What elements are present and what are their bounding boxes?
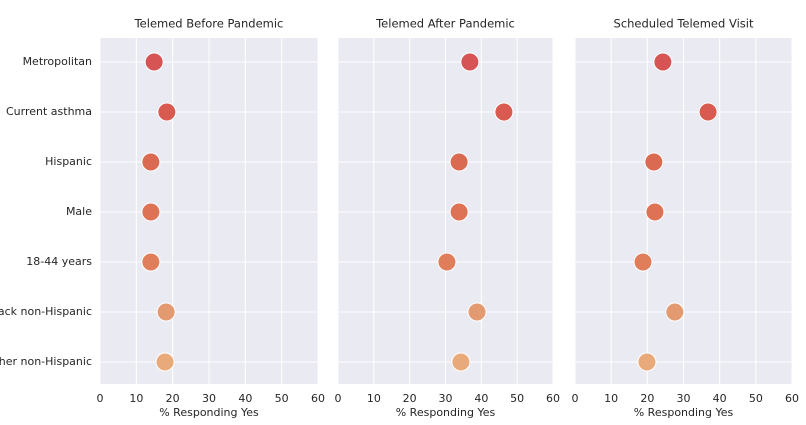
dot	[449, 202, 469, 222]
panel-title: Telemed After Pandemic	[375, 17, 515, 31]
y-tick-label: Other non-Hispanic	[0, 355, 92, 368]
x-tick-label: 30	[439, 392, 453, 405]
x-tick-label: 0	[97, 392, 104, 405]
dot	[698, 102, 718, 122]
x-tick-label: 20	[403, 392, 417, 405]
x-tick-label: 30	[677, 392, 691, 405]
dot	[653, 52, 673, 72]
dot	[141, 252, 161, 272]
x-tick-label: 40	[474, 392, 488, 405]
x-axis-label: % Responding Yes	[159, 406, 259, 419]
x-tick-label: 60	[311, 392, 325, 405]
x-axis-label: % Responding Yes	[634, 406, 734, 419]
x-tick-label: 20	[166, 392, 180, 405]
x-tick-label: 40	[713, 392, 727, 405]
dot	[155, 352, 175, 372]
y-tick-label: Hispanic	[45, 155, 92, 168]
dot	[144, 52, 164, 72]
dot	[467, 302, 487, 322]
dot	[665, 302, 685, 322]
x-tick-label: 10	[367, 392, 381, 405]
dot	[437, 252, 457, 272]
dot	[644, 152, 664, 172]
dot	[633, 252, 653, 272]
x-tick-label: 60	[546, 392, 560, 405]
x-tick-label: 50	[749, 392, 763, 405]
x-tick-label: 0	[572, 392, 579, 405]
dot	[157, 102, 177, 122]
y-tick-label: 18-44 years	[26, 255, 92, 268]
y-tick-label: Current asthma	[6, 105, 92, 118]
x-tick-label: 60	[785, 392, 799, 405]
dot	[141, 202, 161, 222]
x-tick-label: 10	[129, 392, 143, 405]
dot	[494, 102, 514, 122]
panel-title: Telemed Before Pandemic	[134, 17, 284, 31]
dot	[451, 352, 471, 372]
y-tick-label: Male	[66, 205, 92, 218]
dot	[156, 302, 176, 322]
y-tick-label: Black non-Hispanic	[0, 305, 92, 318]
x-axis-label: % Responding Yes	[396, 406, 496, 419]
x-tick-label: 40	[238, 392, 252, 405]
dot	[645, 202, 665, 222]
x-tick-label: 30	[202, 392, 216, 405]
x-tick-label: 0	[335, 392, 342, 405]
dot	[449, 152, 469, 172]
x-tick-label: 10	[604, 392, 618, 405]
dot	[460, 52, 480, 72]
x-tick-label: 20	[640, 392, 654, 405]
y-tick-label: Metropolitan	[23, 55, 92, 68]
x-tick-label: 50	[510, 392, 524, 405]
dot	[141, 152, 161, 172]
panel-title: Scheduled Telemed Visit	[614, 17, 754, 31]
dot	[637, 352, 657, 372]
x-tick-label: 50	[275, 392, 289, 405]
